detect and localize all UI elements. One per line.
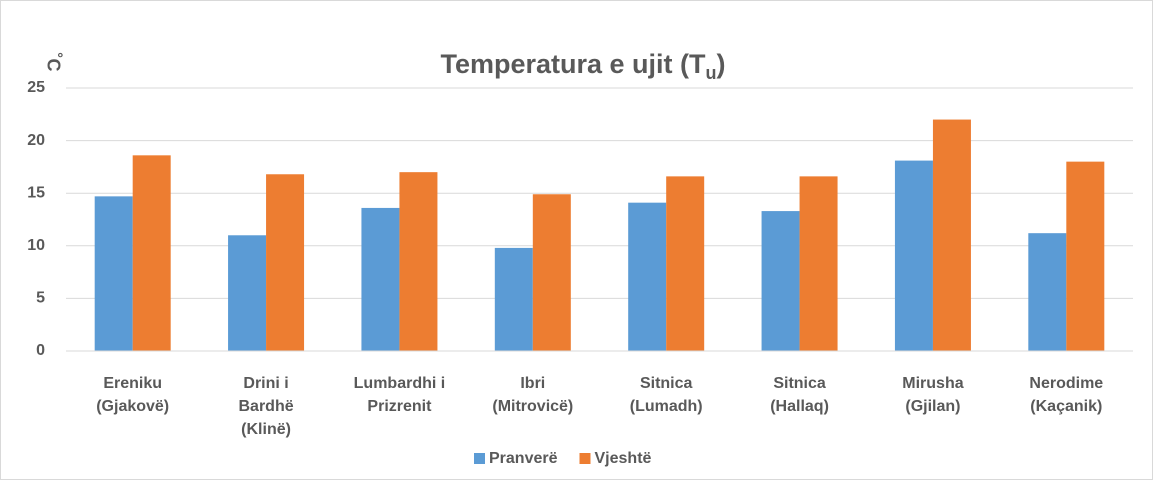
- title-subscript: u: [706, 63, 717, 83]
- bar: [228, 235, 267, 351]
- x-tick-label: Drini i: [243, 375, 288, 392]
- y-tick-label: 0: [36, 342, 45, 359]
- x-tick-label: Nerodime: [1029, 375, 1103, 392]
- x-tick-label: Bardhë: [239, 398, 294, 415]
- bar: [399, 172, 438, 351]
- bar: [761, 211, 800, 351]
- legend-swatch: [579, 453, 591, 464]
- bar: [799, 176, 838, 351]
- x-tick-label: Ibri: [520, 375, 545, 392]
- y-tick-label: 10: [27, 237, 45, 254]
- x-tick-label: Lumbardhi i: [354, 375, 446, 392]
- chart-title: Temperatura e ujit (Tu): [440, 49, 725, 83]
- legend-label: Pranverë: [489, 450, 558, 467]
- x-tick-label: (Gjakovë): [96, 398, 169, 415]
- y-tick-label: 15: [27, 184, 45, 201]
- bar: [894, 160, 933, 351]
- x-tick-label: Mirusha: [902, 375, 963, 392]
- legend-label: Vjeshtë: [595, 450, 652, 467]
- bar: [532, 194, 571, 351]
- x-tick-label: (Klinë): [241, 421, 291, 438]
- x-tick-label: (Hallaq): [770, 398, 829, 415]
- bar: [932, 119, 971, 351]
- bar: [666, 176, 705, 351]
- bar: [266, 174, 305, 351]
- y-axis-label: ˚C: [43, 53, 63, 72]
- bar: [361, 207, 400, 351]
- x-tick-label: (Gjilan): [905, 398, 960, 415]
- legend-swatch: [474, 453, 485, 464]
- bar: [94, 196, 133, 351]
- x-tick-label: Sitnica: [640, 375, 693, 392]
- bar: [628, 202, 667, 351]
- title-main: Temperatura e ujit (T: [440, 49, 706, 79]
- y-tick-label: 25: [27, 79, 45, 96]
- x-tick-label: Ereniku: [103, 375, 162, 392]
- x-tick-label: (Mitrovicë): [492, 398, 573, 415]
- bar: [1028, 233, 1067, 351]
- title-end: ): [717, 49, 726, 79]
- x-tick-label: Prizrenit: [367, 398, 432, 415]
- bar: [132, 155, 171, 351]
- bar: [494, 247, 533, 351]
- y-tick-label: 20: [27, 132, 45, 149]
- x-tick-label: Sitnica: [773, 375, 826, 392]
- x-tick-label: (Kaçanik): [1030, 398, 1102, 415]
- x-tick-label: (Lumadh): [630, 398, 703, 415]
- bar: [1066, 161, 1105, 351]
- y-tick-label: 5: [36, 290, 45, 307]
